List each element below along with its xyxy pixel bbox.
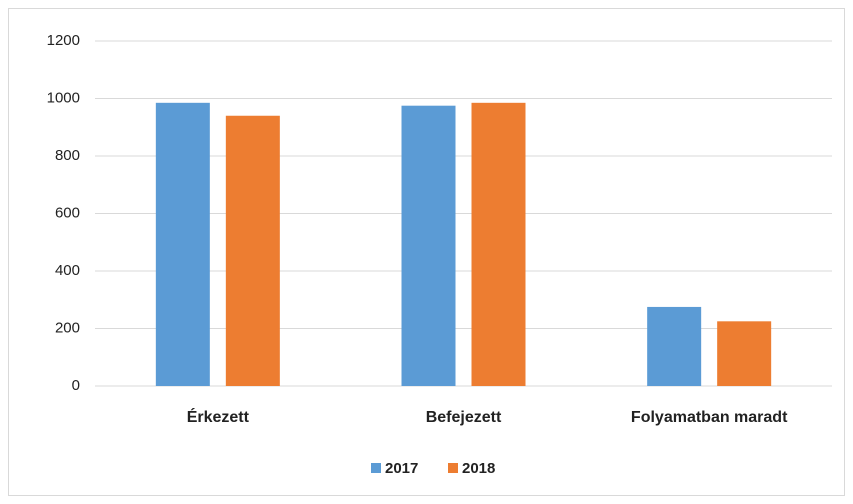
legend-swatch (448, 463, 458, 473)
bar (717, 321, 772, 386)
y-tick-label: 0 (72, 377, 80, 394)
x-tick-label: Folyamatban maradt (631, 409, 788, 426)
legend-label: 2018 (462, 460, 495, 477)
x-tick-label: Befejezett (426, 409, 502, 426)
y-tick-label: 200 (55, 319, 80, 336)
x-tick-label: Érkezett (187, 407, 250, 426)
y-tick-label: 800 (55, 147, 80, 164)
y-tick-label: 600 (55, 204, 80, 221)
bar (647, 306, 702, 386)
legend-label: 2017 (385, 460, 418, 477)
y-tick-label: 1000 (47, 89, 80, 106)
legend-swatch (371, 463, 381, 473)
bar (155, 102, 210, 386)
bar (471, 102, 526, 386)
bar (401, 105, 456, 386)
y-tick-label: 400 (55, 262, 80, 279)
y-tick-label: 1200 (47, 32, 80, 49)
bar (225, 115, 280, 386)
